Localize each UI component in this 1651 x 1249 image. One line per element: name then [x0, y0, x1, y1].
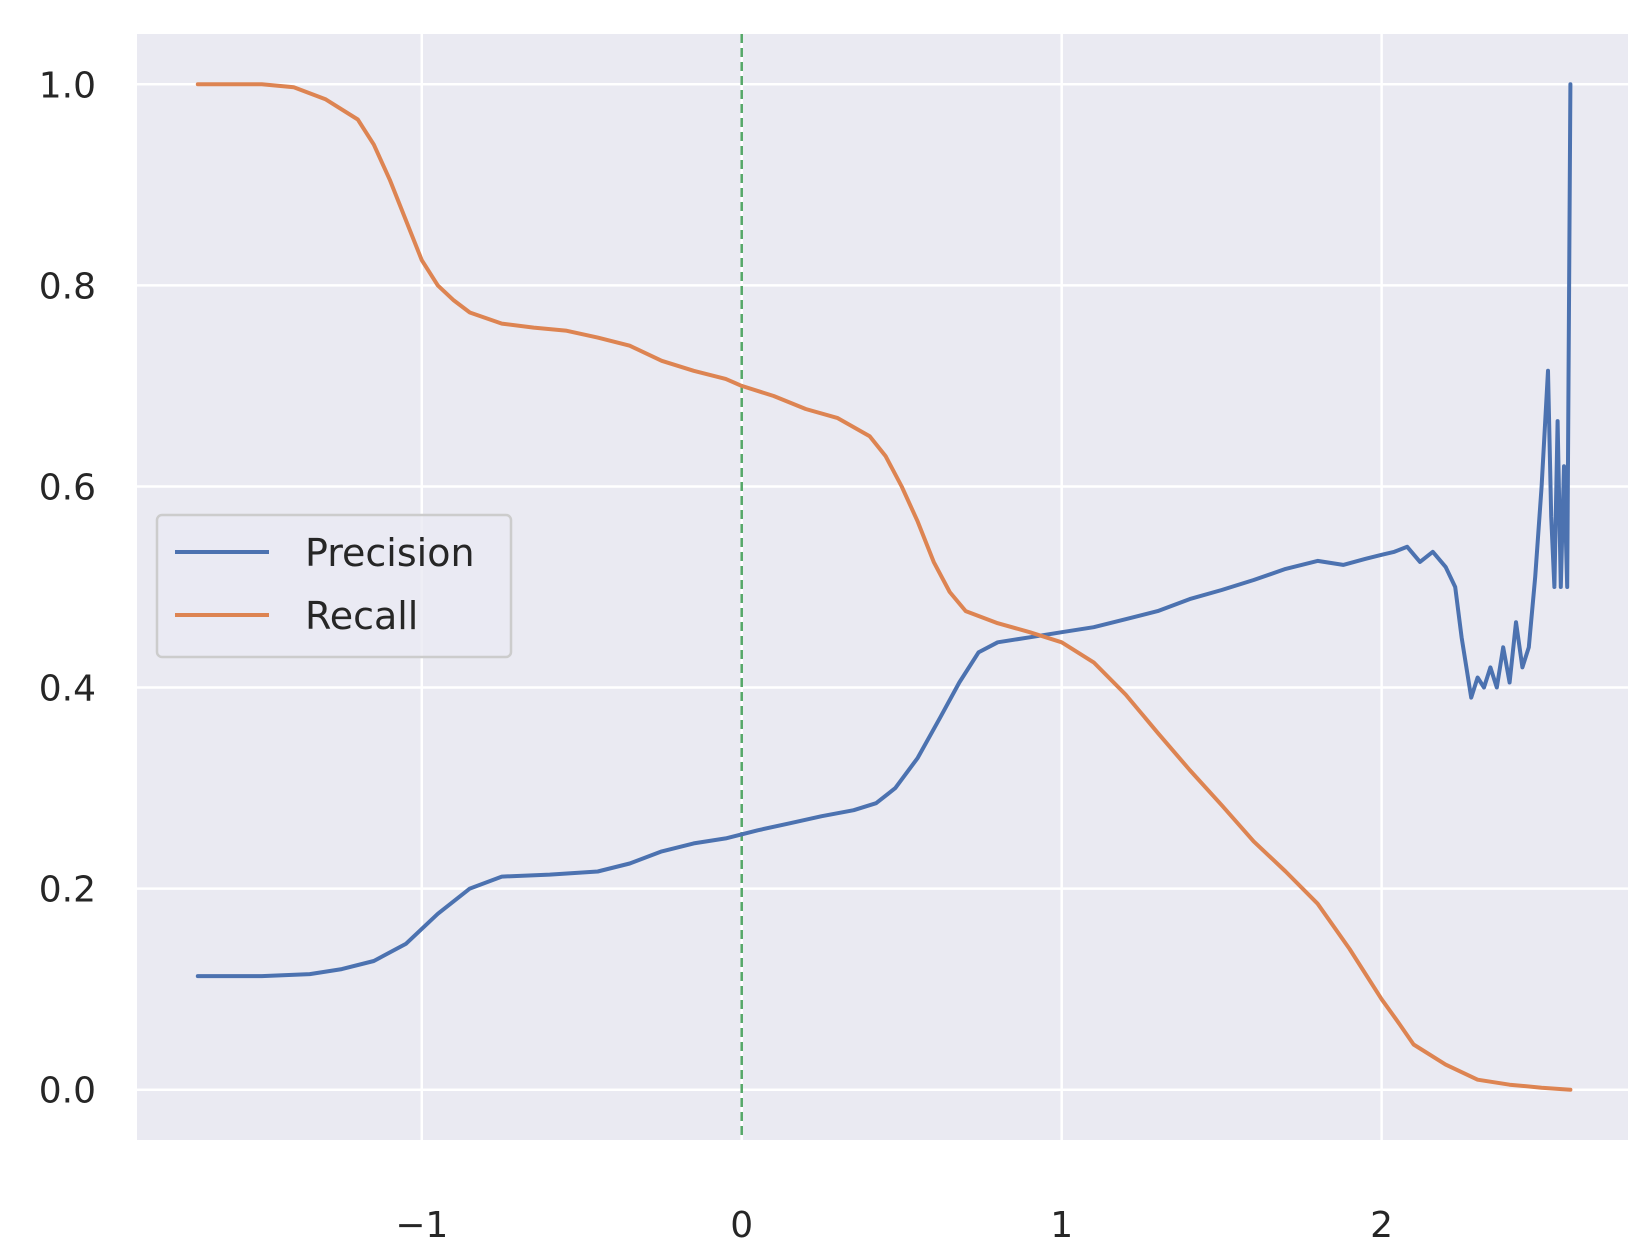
y-tick-label: 0.8 — [39, 266, 96, 307]
x-tick-label: 2 — [1370, 1205, 1393, 1246]
y-tick-label: 0.2 — [39, 870, 96, 911]
y-tick-label: 1.0 — [39, 65, 96, 106]
y-tick-label: 0.0 — [39, 1071, 96, 1112]
series-line-recall — [195, 82, 1573, 1092]
series-line-precision — [195, 82, 1573, 979]
x-tick-labels: −1 0 1 2 — [395, 1205, 1393, 1246]
legend-label-precision: Precision — [305, 531, 475, 575]
y-tick-label: 0.4 — [39, 669, 96, 710]
series-lines — [195, 82, 1573, 1092]
y-tick-label: 0.6 — [39, 467, 96, 508]
x-tick-label: 0 — [730, 1205, 753, 1246]
y-tick-labels: 0.0 0.2 0.4 0.6 0.8 1.0 — [39, 65, 96, 1111]
legend: Precision Recall — [155, 513, 513, 659]
y-gridlines — [137, 83, 1628, 1091]
legend-label-recall: Recall — [305, 594, 418, 638]
x-tick-label: 1 — [1050, 1205, 1073, 1246]
x-tick-label: −1 — [395, 1205, 448, 1246]
